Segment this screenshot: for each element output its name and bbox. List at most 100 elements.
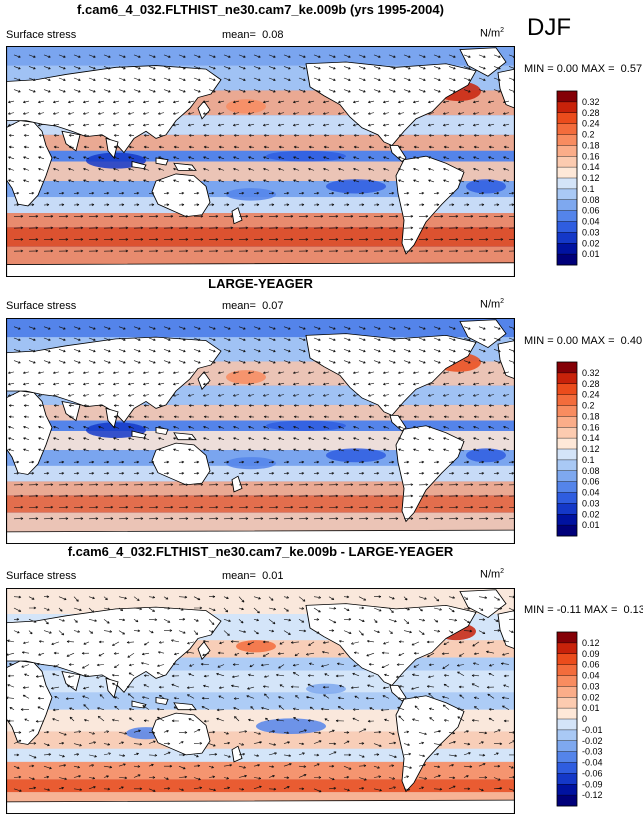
wind-vector-arrow <box>398 145 405 149</box>
shading-patch <box>266 150 346 162</box>
wind-vector-arrow <box>388 619 397 623</box>
colorbar-swatch <box>557 470 577 482</box>
wind-vector-arrow <box>82 112 90 115</box>
wind-vector-arrow <box>373 326 381 330</box>
wind-vector-arrow <box>388 607 394 614</box>
wind-vector-arrow <box>278 404 285 407</box>
wind-vector-arrow <box>83 686 90 690</box>
wind-vector-arrow <box>263 145 270 149</box>
wind-vector-arrow <box>208 730 216 734</box>
wind-vector-arrow <box>473 404 480 407</box>
wind-vector-arrow <box>233 145 240 149</box>
wind-vector-arrow <box>343 483 354 486</box>
wind-vector-arrow <box>478 472 485 475</box>
wind-vector-arrow <box>112 382 120 386</box>
wind-vector-arrow <box>37 112 45 115</box>
wind-vector-arrow <box>171 683 180 688</box>
wind-vector-arrow <box>83 673 90 677</box>
wind-vector-arrow <box>328 596 335 601</box>
wind-vector-arrow <box>208 337 216 341</box>
wind-vector-arrow <box>141 696 150 699</box>
wind-vector-arrow <box>113 426 120 429</box>
wind-vector-arrow <box>443 179 450 183</box>
wind-vector-arrow <box>343 77 351 81</box>
wind-vector-arrow <box>133 249 144 253</box>
wind-vector-arrow <box>28 349 36 353</box>
wind-vector-arrow <box>323 415 330 419</box>
wind-vector-arrow <box>133 89 141 93</box>
wind-vector-arrow <box>433 360 441 364</box>
wind-vector-arrow <box>203 156 210 160</box>
wind-vector-arrow <box>382 100 390 104</box>
wind-vector-arrow <box>343 765 352 770</box>
wind-vector-arrow <box>98 685 105 689</box>
wind-vector-arrow <box>353 134 360 137</box>
wind-vector-arrow <box>418 337 426 341</box>
wind-vector-arrow <box>53 651 60 655</box>
wind-vector-arrow <box>298 607 305 610</box>
wind-vector-arrow <box>68 448 75 452</box>
wind-vector-arrow <box>493 66 501 70</box>
wind-vector-arrow <box>321 664 330 668</box>
wind-vector-arrow <box>13 214 24 218</box>
wind-vector-arrow <box>368 404 375 407</box>
wind-vector-arrow <box>118 460 125 464</box>
wind-vector-arrow <box>178 765 186 770</box>
wind-vector-arrow <box>463 77 471 81</box>
wind-vector-arrow <box>352 100 360 104</box>
wind-vector-arrow <box>238 494 249 498</box>
wind-vector-arrow <box>193 460 200 464</box>
panel-3-title: f.cam6_4_032.FLTHIST_ne30.cam7_ke.009b -… <box>67 544 454 559</box>
wind-vector-arrow <box>293 134 300 137</box>
wind-vector-arrow <box>98 145 105 149</box>
wind-vector-arrow <box>428 167 435 171</box>
wind-vector-arrow <box>172 371 180 375</box>
wind-vector-arrow <box>428 448 435 452</box>
wind-vector-arrow <box>343 607 350 611</box>
colorbar-swatch <box>557 188 577 201</box>
wind-vector-arrow <box>262 394 270 397</box>
colorbar-swatch <box>557 642 577 655</box>
wind-vector-arrow <box>268 517 279 520</box>
wind-vector-arrow <box>217 382 225 386</box>
wind-vector-arrow <box>463 505 474 509</box>
colorbar-swatch <box>557 795 577 807</box>
colorbar-tick-label: 0.2 <box>582 401 595 411</box>
wind-vector-arrow <box>418 618 426 622</box>
wind-vector-arrow <box>7 719 15 723</box>
wind-vector-arrow <box>223 472 230 475</box>
wind-vector-arrow <box>398 448 405 452</box>
wind-vector-arrow <box>298 337 306 341</box>
wind-vector-arrow <box>73 775 81 778</box>
wind-vector-arrow <box>186 694 195 699</box>
wind-vector-arrow <box>448 89 456 93</box>
wind-vector-arrow <box>388 460 395 464</box>
wind-vector-arrow <box>28 505 39 509</box>
wind-vector-arrow <box>143 145 150 149</box>
wind-vector-arrow <box>172 382 180 386</box>
wind-vector-arrow <box>322 641 330 644</box>
wind-vector-arrow <box>457 100 465 104</box>
wind-vector-arrow <box>358 460 365 464</box>
wind-vector-arrow <box>118 191 125 195</box>
wind-vector-arrow <box>298 349 306 353</box>
wind-vector-arrow <box>54 696 60 699</box>
wind-vector-arrow <box>58 596 67 601</box>
wind-vector-arrow <box>7 112 15 115</box>
wind-vector-arrow <box>178 788 184 791</box>
wind-vector-arrow <box>238 360 246 364</box>
wind-vector-arrow <box>43 191 50 195</box>
wind-vector-arrow <box>268 472 275 475</box>
land-mass <box>173 432 197 441</box>
wind-vector-arrow <box>373 788 382 792</box>
wind-vector-arrow <box>388 494 399 498</box>
colorbar-tick-label: 0 <box>582 714 587 724</box>
wind-vector-arrow <box>442 394 450 397</box>
wind-vector-arrow <box>463 619 471 624</box>
wind-vector-arrow <box>43 203 50 207</box>
wind-vector-arrow <box>478 517 489 520</box>
wind-vector-arrow <box>508 495 515 497</box>
wind-vector-arrow <box>458 426 465 429</box>
wind-vector-arrow <box>508 765 514 769</box>
wind-vector-arrow <box>388 54 396 58</box>
